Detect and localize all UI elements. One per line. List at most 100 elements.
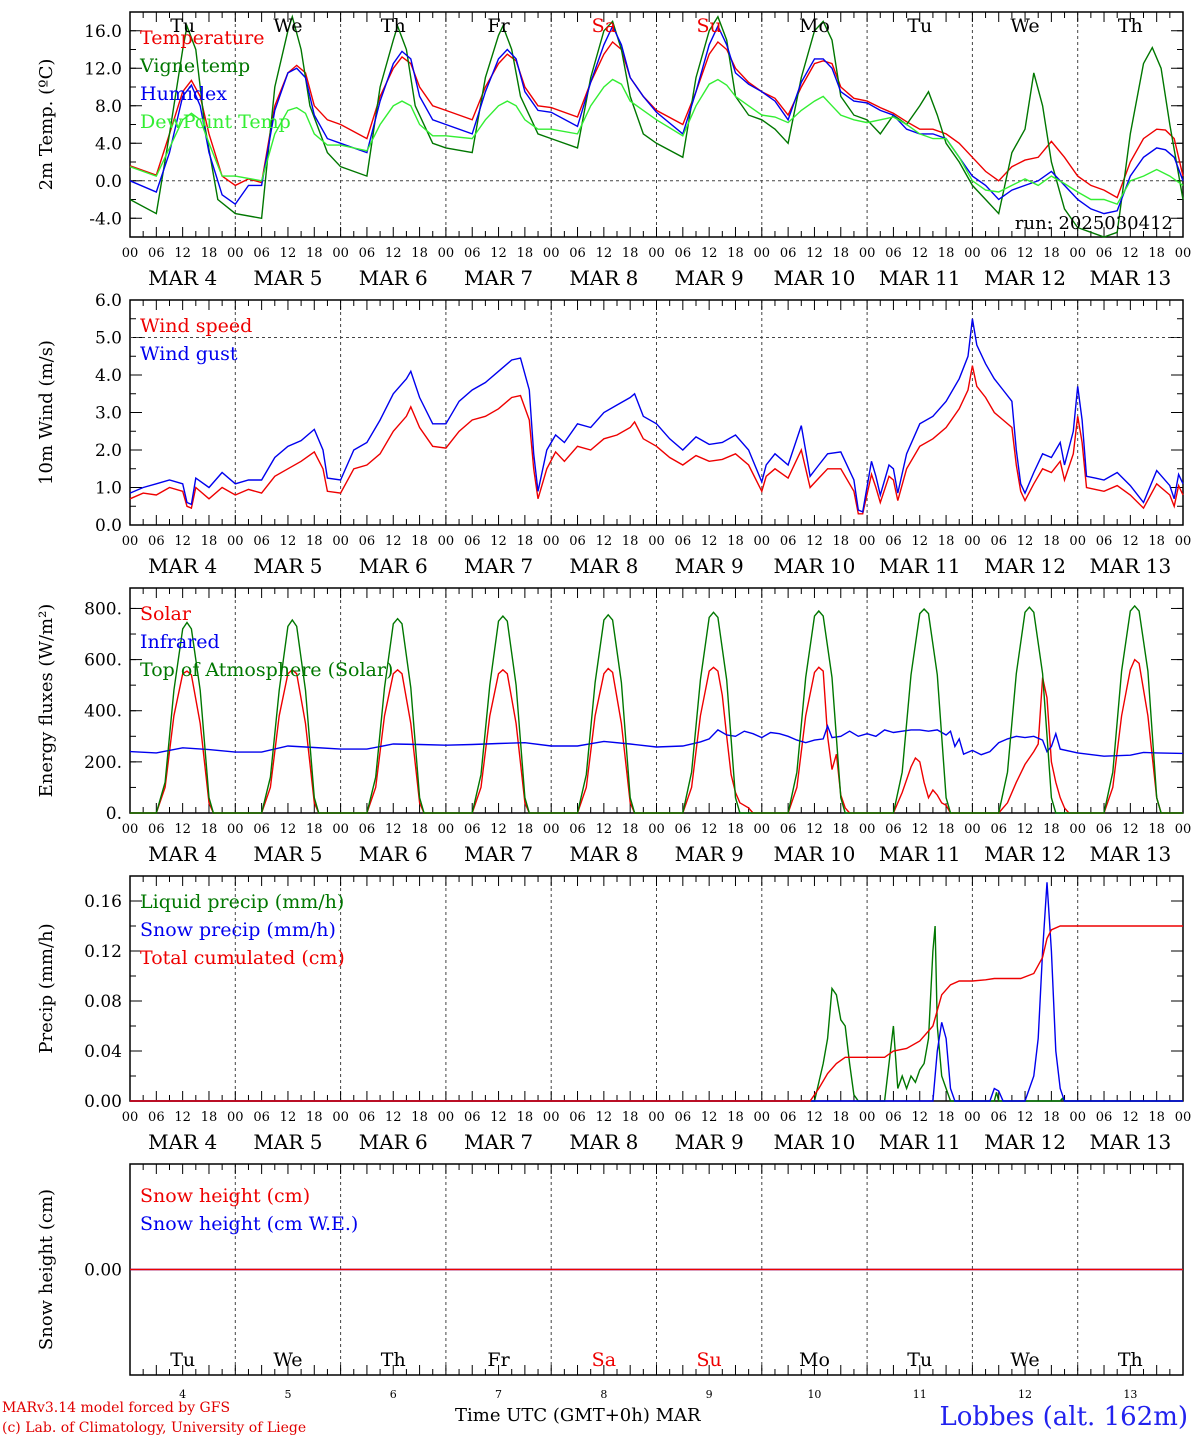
hour-tick-label: 00 [648, 822, 665, 837]
date-label: MAR 4 [148, 266, 217, 290]
hour-tick-label: 06 [885, 246, 902, 261]
hour-tick-label: 12 [596, 1110, 613, 1125]
legend-entry: Wind gust [140, 343, 238, 365]
hour-tick-label: 00 [1175, 822, 1192, 837]
hour-tick-label: 00 [438, 1110, 455, 1125]
hour-tick-label: 12 [1017, 246, 1034, 261]
y-tick-label: 0.16 [84, 892, 122, 912]
weekday-label: We [1010, 15, 1039, 37]
hour-tick-label: 18 [411, 822, 428, 837]
hour-tick-label: 06 [359, 246, 376, 261]
legend-entry: Temperature [140, 27, 264, 49]
hour-tick-label: 06 [1096, 246, 1113, 261]
hour-tick-label: 00 [1069, 534, 1086, 549]
y-tick-label: 0.04 [84, 1042, 122, 1062]
hour-tick-label: 12 [806, 1110, 823, 1125]
hour-tick-label: 12 [385, 534, 402, 549]
hour-tick-label: 00 [543, 822, 560, 837]
hour-tick-label: 00 [332, 246, 349, 261]
hour-tick-label: 18 [727, 246, 744, 261]
y-tick-label: 5.0 [95, 329, 122, 349]
date-label: MAR 13 [1089, 842, 1171, 866]
hour-tick-label: 06 [1096, 534, 1113, 549]
series-line-top-of-atmosphere-solar- [130, 604, 1183, 814]
hour-tick-label: 00 [122, 822, 139, 837]
hour-tick-label: 12 [280, 246, 297, 261]
hour-tick-label: 18 [727, 822, 744, 837]
hour-tick-label: 12 [1122, 1110, 1139, 1125]
y-tick-label: 0.12 [84, 942, 122, 962]
hour-tick-label: 00 [648, 246, 665, 261]
hour-tick-label: 00 [1175, 1110, 1192, 1125]
hour-tick-label: 12 [490, 1110, 507, 1125]
series-line-vigne-temp [129, 14, 1184, 238]
hour-tick-label: 12 [174, 246, 191, 261]
hour-tick-label: 00 [648, 1110, 665, 1125]
day-number-label: 10 [807, 1388, 821, 1401]
series-line-solar [130, 658, 1183, 814]
date-label: MAR 5 [253, 554, 322, 578]
weekday-label: Su [697, 1349, 722, 1371]
hour-tick-label: 18 [517, 534, 534, 549]
hour-tick-label: 06 [253, 534, 270, 549]
legend-entry: Snow height (cm) [140, 1185, 310, 1207]
date-label: MAR 8 [569, 554, 638, 578]
hour-tick-label: 18 [938, 822, 955, 837]
hour-tick-label: 06 [464, 246, 481, 261]
hour-tick-label: 00 [122, 534, 139, 549]
panel-frame-energy [129, 587, 1184, 814]
weekday-label: Sa [592, 1349, 616, 1371]
hour-tick-label: 18 [306, 246, 323, 261]
date-label: MAR 13 [1089, 1130, 1171, 1154]
day-number-label: 7 [495, 1388, 502, 1401]
y-tick-label: 0.0 [95, 172, 122, 192]
hour-tick-label: 00 [964, 246, 981, 261]
hour-tick-label: 12 [174, 822, 191, 837]
date-label: MAR 4 [148, 842, 217, 866]
date-label: MAR 6 [359, 266, 428, 290]
hour-tick-label: 12 [806, 534, 823, 549]
hour-tick-label: 18 [1043, 1110, 1060, 1125]
hour-tick-label: 18 [306, 534, 323, 549]
hour-tick-label: 06 [780, 1110, 797, 1125]
hour-tick-label: 06 [569, 534, 586, 549]
legend-entry: Total cumulated (cm) [140, 947, 345, 969]
y-tick-label: 16.0 [84, 22, 122, 42]
hour-tick-label: 00 [227, 246, 244, 261]
hour-tick-label: 12 [806, 246, 823, 261]
date-label: MAR 7 [464, 266, 533, 290]
weekday-label: We [273, 1349, 302, 1371]
weekday-label: We [273, 15, 302, 37]
hour-tick-label: 00 [754, 246, 771, 261]
hour-tick-label: 12 [1122, 534, 1139, 549]
date-label: MAR 10 [774, 1130, 856, 1154]
date-label: MAR 5 [253, 266, 322, 290]
weekday-label: Mo [799, 1349, 830, 1371]
date-label: MAR 4 [148, 1130, 217, 1154]
hour-tick-label: 18 [411, 1110, 428, 1125]
y-tick-label: 0.00 [84, 1261, 122, 1281]
date-label: MAR 9 [675, 842, 744, 866]
date-label: MAR 5 [253, 842, 322, 866]
hour-tick-label: 06 [885, 534, 902, 549]
hour-tick-label: 00 [438, 822, 455, 837]
day-number-label: 6 [390, 1388, 397, 1401]
hour-tick-label: 12 [596, 822, 613, 837]
hour-tick-label: 00 [227, 534, 244, 549]
hour-tick-label: 06 [885, 1110, 902, 1125]
hour-tick-label: 18 [1043, 822, 1060, 837]
day-number-label: 5 [284, 1388, 291, 1401]
y-tick-label: 12.0 [84, 59, 122, 79]
hour-tick-label: 06 [148, 534, 165, 549]
hour-tick-label: 12 [490, 822, 507, 837]
hour-tick-label: 06 [148, 822, 165, 837]
hour-tick-label: 12 [280, 1110, 297, 1125]
hour-tick-label: 18 [1148, 534, 1165, 549]
date-label: MAR 10 [774, 266, 856, 290]
hour-tick-label: 18 [727, 1110, 744, 1125]
hour-tick-label: 18 [201, 1110, 218, 1125]
y-tick-label: 6.0 [95, 291, 122, 311]
legend-entry: Wind speed [140, 315, 252, 337]
y-tick-label: 2.0 [95, 441, 122, 461]
series-line-liquid-precip-mm-h- [130, 925, 1183, 1102]
